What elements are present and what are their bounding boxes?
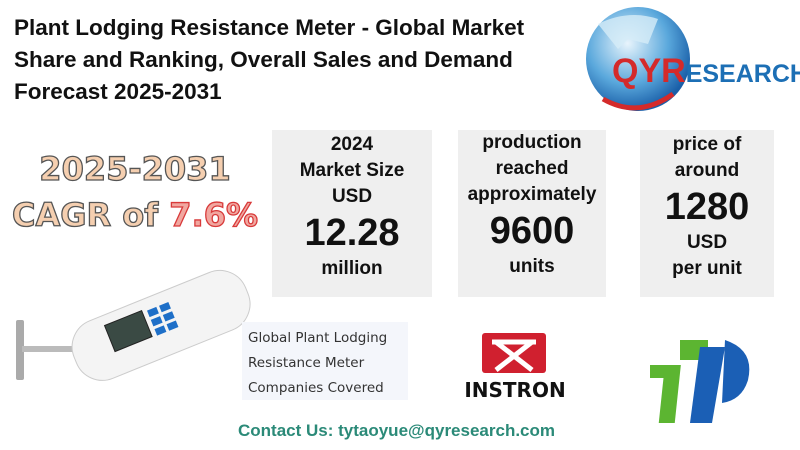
stat-label: approximately [467,184,597,205]
stat-unit: units [509,256,555,277]
qyresearch-logo: QYRESEARCH [578,4,800,119]
page-title: Plant Lodging Resistance Meter - Global … [14,15,525,104]
device-image [10,258,255,383]
instron-logo: INSTRON [450,330,580,402]
stat-label: price of [672,134,742,155]
stat-unit: per unit [672,258,742,279]
market-size-card: 2024 Market Size USD 12.28 million [272,130,432,297]
stat-value: 12.28 [304,212,400,254]
price-card: price of around 1280 USD per unit [640,130,774,297]
companies-line: Companies Covered [248,380,384,396]
stat-label: 2024 [330,134,374,155]
companies-covered-label: Global Plant Lodging Resistance Meter Co… [242,322,408,400]
stat-value: 1280 [664,186,750,228]
stat-value: 9600 [489,210,575,252]
stat-label: USD [331,186,373,207]
companies-line: Global Plant Lodging [248,330,388,346]
stat-label: reached [495,158,569,179]
logo-text: QYRESEARCH [612,52,800,90]
production-card: production reached approximately 9600 un… [458,130,606,297]
stat-unit: million [321,258,383,279]
stat-label: around [674,160,740,181]
stat-unit: USD [686,232,728,253]
companies-line: Resistance Meter [248,355,365,371]
tp-logo [650,335,765,425]
stat-label: Market Size [299,160,405,181]
cagr-period: 2025-2031 [39,149,232,188]
cagr-text: CAGR of 7.6% [11,195,259,234]
instron-logo-text: INSTRON [464,378,565,400]
cagr-value: 7.6% [169,195,259,234]
stat-label: production [482,132,582,153]
contact-info[interactable]: Contact Us: tytaoyue@qyresearch.com [238,421,556,440]
